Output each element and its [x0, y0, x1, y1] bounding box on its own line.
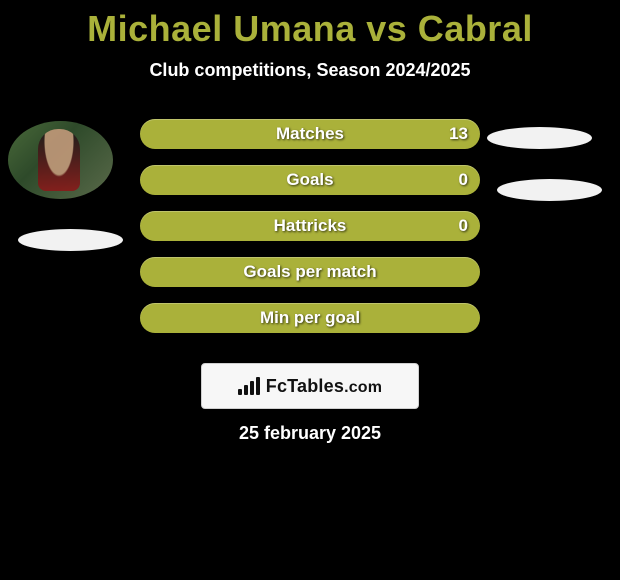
brand-badge: FcTables.com: [201, 363, 419, 409]
stat-label: Matches: [140, 119, 480, 149]
stat-row-goals-per-match: Goals per match: [140, 257, 480, 287]
stat-row-min-per-goal: Min per goal: [140, 303, 480, 333]
page-title: Michael Umana vs Cabral: [0, 0, 620, 50]
stat-label: Goals per match: [140, 257, 480, 287]
stat-row-hattricks: Hattricks 0: [140, 211, 480, 241]
stat-label: Hattricks: [140, 211, 480, 241]
player-right-oval-1: [487, 127, 592, 149]
stat-label: Goals: [140, 165, 480, 195]
stat-value: 13: [449, 119, 468, 149]
page-subtitle: Club competitions, Season 2024/2025: [0, 60, 620, 81]
bar-chart-icon: [238, 377, 260, 395]
player-left-photo: [8, 121, 113, 199]
brand-text: FcTables.com: [266, 376, 382, 397]
brand-name: FcTables: [266, 376, 344, 396]
stat-label: Min per goal: [140, 303, 480, 333]
stat-value: 0: [459, 211, 468, 241]
date-label: 25 february 2025: [0, 423, 620, 444]
stat-value: 0: [459, 165, 468, 195]
player-right-oval-2: [497, 179, 602, 201]
stat-bars: Matches 13 Goals 0 Hattricks 0 Goals per…: [140, 119, 480, 349]
player-left-name-oval: [18, 229, 123, 251]
stat-row-matches: Matches 13: [140, 119, 480, 149]
stat-row-goals: Goals 0: [140, 165, 480, 195]
content-area: Matches 13 Goals 0 Hattricks 0 Goals per…: [0, 111, 620, 351]
brand-suffix: .com: [344, 379, 382, 396]
comparison-card: Michael Umana vs Cabral Club competition…: [0, 0, 620, 580]
